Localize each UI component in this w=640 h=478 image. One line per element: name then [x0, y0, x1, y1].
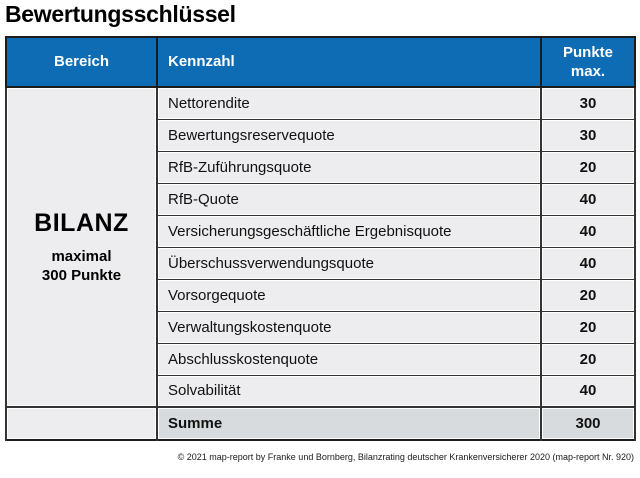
punkte-cell: 40: [540, 214, 636, 248]
table-row: Verwaltungskostenquote 20: [6, 310, 636, 344]
table-header-row: Bereich Kennzahl Punkte max.: [5, 36, 636, 88]
punkte-cell: 40: [540, 182, 636, 216]
punkte-cell: 40: [540, 374, 636, 408]
table-row: Vorsorgequote 20: [6, 278, 636, 312]
kennzahl-cell: Solvabilität: [156, 374, 542, 408]
column-header-kennzahl: Kennzahl: [156, 36, 542, 88]
kennzahl-cell: RfB-Quote: [156, 182, 542, 216]
page-title: Bewertungsschlüssel: [5, 1, 236, 27]
punkte-cell: 20: [540, 310, 636, 344]
table-row: Versicherungsgeschäftliche Ergebnisquote…: [6, 214, 636, 248]
kennzahl-cell: Verwaltungskostenquote: [156, 310, 542, 344]
summary-value-cell: 300: [540, 406, 636, 441]
punkte-cell: 40: [540, 246, 636, 280]
group-subtitle: maximal 300 Punkte: [13, 247, 150, 286]
column-header-bereich: Bereich: [5, 36, 158, 88]
table-row: Abschlusskostenquote 20: [6, 342, 636, 376]
kennzahl-cell: Abschlusskostenquote: [156, 342, 542, 376]
kennzahl-cell: Überschussverwendungsquote: [156, 246, 542, 280]
summary-label-cell: Summe: [156, 406, 542, 441]
punkte-header-line2: max.: [570, 63, 606, 80]
punkte-cell: 30: [540, 86, 636, 120]
rating-key-table: Bereich Kennzahl Punkte max. BILANZ maxim…: [5, 36, 636, 441]
kennzahl-cell: Vorsorgequote: [156, 278, 542, 312]
kennzahl-cell: RfB-Zuführungsquote: [156, 150, 542, 184]
column-header-punkte-max: Punkte max.: [540, 36, 636, 88]
punkte-cell: 20: [540, 278, 636, 312]
kennzahl-cell: Nettorendite: [156, 86, 542, 120]
punkte-cell: 20: [540, 342, 636, 376]
punkte-cell: 30: [540, 118, 636, 152]
source-attribution: © 2021 map-report by Franke und Bornberg…: [177, 452, 634, 462]
group-cell-bilanz: BILANZ maximal 300 Punkte: [5, 86, 158, 408]
group-subtitle-line1: maximal: [51, 247, 112, 265]
kennzahl-cell: Bewertungsreservequote: [156, 118, 542, 152]
group-name: BILANZ: [34, 208, 129, 237]
summary-row: Summe 300: [5, 406, 636, 441]
punkte-header-line1: Punkte: [562, 43, 613, 61]
punkte-cell: 20: [540, 150, 636, 184]
kennzahl-cell: Versicherungsgeschäftliche Ergebnisquote: [156, 214, 542, 248]
group-subtitle-line2: 300 Punkte: [41, 267, 122, 284]
table-row: Bewertungsreservequote 30: [6, 118, 636, 152]
table-row: BILANZ maximal 300 Punkte Nettorendite 30: [5, 86, 636, 408]
table-row: RfB-Quote 40: [6, 182, 636, 216]
summary-spacer-cell: [5, 406, 158, 441]
table-row: Überschussverwendungsquote 40: [6, 246, 636, 280]
